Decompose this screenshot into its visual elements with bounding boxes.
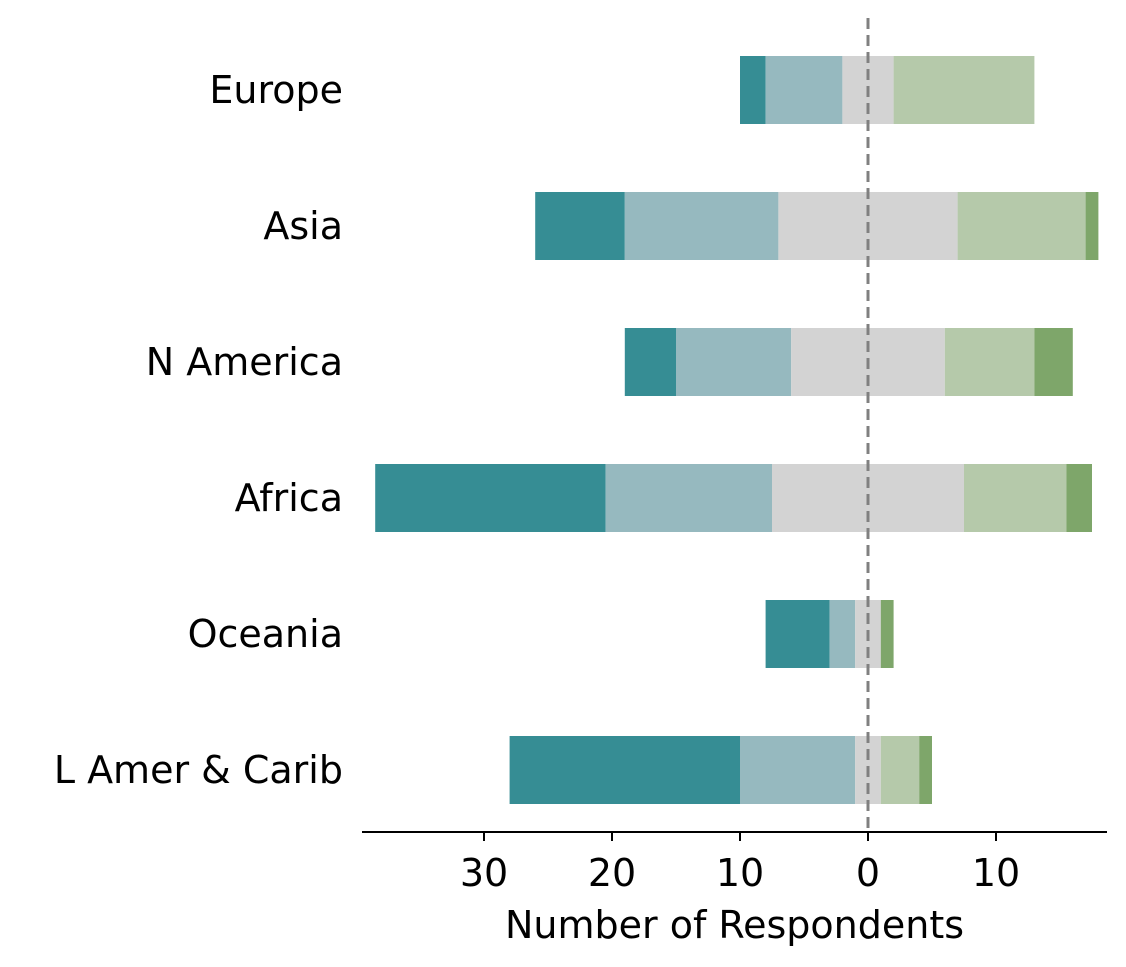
bar-negative-europe xyxy=(765,56,843,124)
bar-strong_negative-n-america xyxy=(624,328,676,396)
bar-negative-n-america xyxy=(676,328,792,396)
bar-negative-l-amer-carib xyxy=(740,736,856,804)
x-tick-label: 10 xyxy=(716,851,764,895)
bar-positive-europe xyxy=(893,56,1035,124)
x-tick-label: 20 xyxy=(588,851,636,895)
bar-strong_negative-europe xyxy=(740,56,766,124)
category-label: Africa xyxy=(235,476,343,520)
bar-positive-africa xyxy=(964,464,1067,532)
bar-strong_negative-l-amer-carib xyxy=(509,736,740,804)
bar-negative-asia xyxy=(624,192,779,260)
bar-strong_negative-asia xyxy=(535,192,625,260)
x-tick-label: 10 xyxy=(972,851,1020,895)
bar-strong_negative-oceania xyxy=(765,600,830,668)
bar-strong_positive-asia xyxy=(1085,192,1099,260)
bar-strong_positive-n-america xyxy=(1034,328,1073,396)
category-label: Asia xyxy=(263,204,343,248)
x-axis: 30 20 10 0 10 xyxy=(362,831,1107,895)
x-tick-label: 0 xyxy=(856,851,880,895)
bar-strong_positive-oceania xyxy=(880,600,894,668)
bars-layer xyxy=(375,56,1099,804)
bar-negative-africa xyxy=(605,464,772,532)
category-labels: Europe Asia N America Africa Oceania L Amer &… xyxy=(54,68,343,792)
category-label: L Amer & Carib xyxy=(54,748,343,792)
category-label: N America xyxy=(146,340,343,384)
bar-negative-oceania xyxy=(829,600,856,668)
x-axis-title: Number of Respondents xyxy=(505,903,964,947)
bar-strong_positive-africa xyxy=(1066,464,1092,532)
bar-strong_positive-l-amer-carib xyxy=(919,736,932,804)
category-label: Europe xyxy=(209,68,343,112)
bar-positive-n-america xyxy=(944,328,1035,396)
bar-positive-asia xyxy=(957,192,1086,260)
x-tick-label: 30 xyxy=(460,851,508,895)
bar-positive-l-amer-carib xyxy=(880,736,920,804)
bar-strong_negative-africa xyxy=(375,464,606,532)
category-label: Oceania xyxy=(188,612,343,656)
